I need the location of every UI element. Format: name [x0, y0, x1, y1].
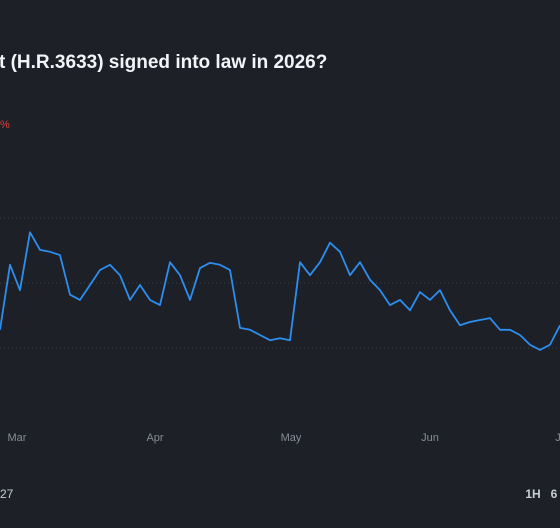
x-tick-label: May: [281, 432, 302, 444]
x-tick-label: Apr: [146, 432, 163, 444]
range-button[interactable]: 1H: [525, 487, 540, 501]
x-tick-label: J: [555, 432, 560, 444]
market-title: t (H.R.3633) signed into law in 2026?: [0, 52, 327, 73]
date-range: 27: [0, 487, 14, 501]
change-indicator: %: [0, 119, 10, 131]
price-line: [0, 231, 560, 351]
x-tick-label: Jun: [421, 432, 439, 444]
x-tick-label: Mar: [8, 432, 27, 444]
range-button[interactable]: 6: [551, 487, 558, 501]
